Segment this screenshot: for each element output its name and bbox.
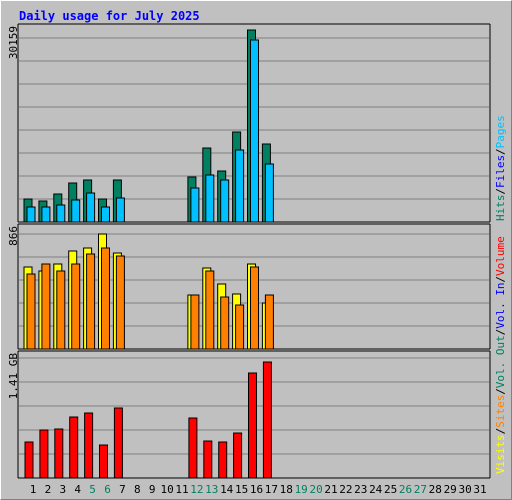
- y-max-label: 30159: [7, 26, 20, 59]
- x-tick-label: 9: [149, 483, 156, 496]
- x-tick-label: 27: [414, 483, 427, 496]
- x-tick-label: 11: [175, 483, 188, 496]
- files-bar: [26, 206, 36, 223]
- x-tick-label: 30: [458, 483, 471, 496]
- legend-label: Visits: [494, 434, 507, 474]
- volume-bar: [24, 441, 34, 479]
- legend-label: Files: [494, 155, 507, 188]
- legend-label: /: [494, 428, 507, 435]
- x-tick-label: 6: [104, 483, 111, 496]
- x-tick-label: 13: [205, 483, 218, 496]
- x-tick-label: 24: [369, 483, 383, 496]
- legend-label: /: [494, 276, 507, 283]
- sites-bar: [71, 263, 81, 350]
- sites-bar: [220, 296, 230, 350]
- volume-bar: [188, 417, 198, 479]
- x-tick-label: 21: [324, 483, 337, 496]
- files-bar: [190, 187, 200, 223]
- volume-bar: [262, 361, 272, 479]
- volume-bar: [54, 428, 64, 479]
- files-bar: [235, 149, 245, 223]
- x-tick-label: 18: [280, 483, 293, 496]
- sites-bar: [56, 270, 66, 350]
- sites-bar: [41, 263, 51, 350]
- x-tick-label: 23: [354, 483, 367, 496]
- x-tick-label: 15: [235, 483, 248, 496]
- x-tick-label: 25: [384, 483, 397, 496]
- x-tick-label: 22: [339, 483, 352, 496]
- x-tick-label: 20: [309, 483, 322, 496]
- x-tick-label: 12: [190, 483, 203, 496]
- volume-bar: [84, 412, 94, 479]
- files-bar: [250, 39, 259, 223]
- volume-bar: [113, 407, 123, 479]
- legend-label: Hits: [494, 195, 507, 222]
- x-tick-label: 26: [399, 483, 412, 496]
- legend-label: /: [494, 388, 507, 395]
- x-tick-label: 19: [295, 483, 308, 496]
- files-bar: [101, 206, 110, 223]
- chart-title: Daily usage for July 2025: [19, 9, 200, 23]
- sites-bar: [26, 273, 36, 350]
- x-tick-label: 16: [250, 483, 263, 496]
- files-bar: [41, 206, 51, 223]
- x-tick-label: 2: [45, 483, 52, 496]
- files-bar: [205, 174, 215, 223]
- legend-label: Sites: [494, 395, 507, 428]
- sites-bar: [205, 270, 215, 350]
- files-bar: [264, 163, 274, 223]
- volume-bar: [39, 429, 49, 479]
- sites-bar: [115, 255, 125, 350]
- legend-label: /: [494, 329, 507, 336]
- x-tick-label: 7: [119, 483, 126, 496]
- x-tick-label: 4: [74, 483, 81, 496]
- volume-bar: [203, 440, 213, 479]
- files-bar: [220, 179, 230, 223]
- sites-bar: [235, 304, 245, 350]
- sites-bar: [190, 294, 200, 350]
- volume-bar: [99, 444, 108, 479]
- legend-label: Pages: [494, 115, 507, 148]
- volume-bar: [69, 416, 79, 479]
- sites-bar: [264, 294, 274, 350]
- files-bar: [56, 204, 66, 223]
- y-max-label: 866: [7, 226, 20, 246]
- x-tick-label: 28: [429, 483, 442, 496]
- files-bar: [86, 192, 96, 223]
- x-tick-label: 31: [473, 483, 486, 496]
- x-tick-label: 3: [59, 483, 66, 496]
- x-tick-label: 8: [134, 483, 141, 496]
- volume-bar: [233, 432, 243, 479]
- legend-label: /: [494, 148, 507, 155]
- volume-bar: [218, 441, 228, 479]
- sites-bar: [86, 253, 96, 350]
- legend-label: Vol. In: [494, 282, 507, 328]
- legend-label: Vol. Out: [494, 335, 507, 388]
- volume-bar: [248, 372, 257, 479]
- y-max-label: 1.41 GB: [7, 353, 20, 400]
- x-tick-label: 14: [220, 483, 234, 496]
- files-bar: [71, 199, 81, 223]
- x-tick-label: 29: [444, 483, 457, 496]
- legend-label: /: [494, 188, 507, 195]
- sites-bar: [250, 266, 259, 350]
- x-tick-label: 1: [30, 483, 37, 496]
- x-tick-label: 17: [265, 483, 278, 496]
- files-bar: [115, 197, 125, 223]
- sites-bar: [101, 247, 110, 350]
- legend-label: Volume: [494, 236, 507, 276]
- x-tick-label: 5: [89, 483, 96, 496]
- x-tick-label: 10: [160, 483, 173, 496]
